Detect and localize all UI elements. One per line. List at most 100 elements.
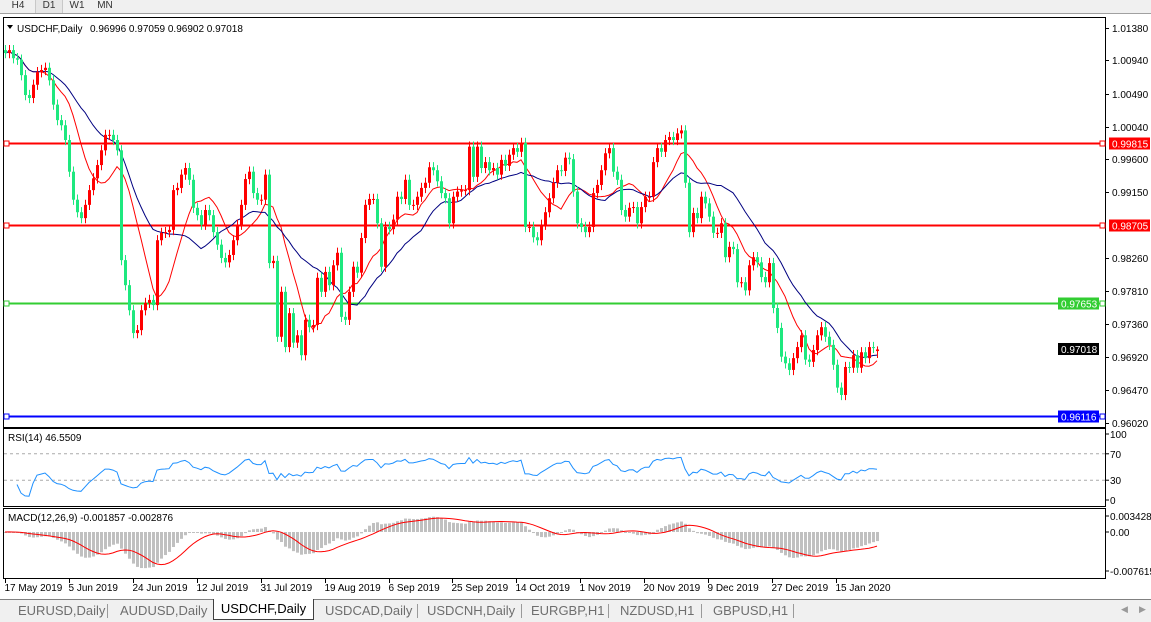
candle xyxy=(316,272,319,331)
candle-body xyxy=(756,257,759,263)
price-axis-label: 1.00040 xyxy=(1112,123,1149,134)
candle xyxy=(616,166,619,185)
candle xyxy=(688,177,691,238)
candle xyxy=(500,154,503,180)
candle xyxy=(492,162,495,176)
tab-eurgbp-h1[interactable]: EURGBP,H1 xyxy=(531,603,605,618)
candle-body xyxy=(768,263,771,283)
candle xyxy=(760,257,763,283)
candle-body xyxy=(488,162,491,171)
candle-body xyxy=(384,226,387,267)
price-chart[interactable]: 100 70 30 0 0.003428 0.00 -0.007615 1.01380 1.… xyxy=(0,0,1151,599)
level-handle[interactable] xyxy=(3,222,10,229)
candle xyxy=(848,361,851,373)
candle-body xyxy=(636,207,639,224)
level-handle[interactable] xyxy=(1099,413,1106,420)
candle xyxy=(724,218,727,263)
timeframe-w1-button[interactable]: W1 xyxy=(69,0,85,11)
candle xyxy=(192,174,195,213)
candle xyxy=(788,358,791,376)
macd-histogram-bar xyxy=(468,521,471,532)
scroll-left-icon[interactable]: ◀ xyxy=(1121,604,1128,614)
candle-body xyxy=(404,179,407,199)
rsi-line xyxy=(16,456,878,497)
tab-eurusd-daily[interactable]: EURUSD,Daily xyxy=(18,603,106,618)
candle xyxy=(248,166,251,185)
candle xyxy=(240,199,243,230)
date-axis-label: 17 May 2019 xyxy=(5,583,63,594)
macd-histogram-bar xyxy=(316,532,319,550)
level-price-label: 0.99815 xyxy=(1112,140,1149,151)
candle xyxy=(48,62,51,86)
tab-usdcad-daily[interactable]: USDCAD,Daily xyxy=(325,603,413,618)
candle xyxy=(412,199,415,211)
macd-histogram-bar xyxy=(592,532,595,537)
tab-gbpusd-h1[interactable]: GBPUSD,H1 xyxy=(713,603,789,618)
rsi-title: RSI(14) 46.5509 xyxy=(8,433,82,444)
candle xyxy=(276,255,279,342)
candle xyxy=(552,177,555,204)
macd-histogram-bar xyxy=(604,530,607,532)
candle xyxy=(572,154,575,197)
macd-histogram-bar xyxy=(608,528,611,532)
candle-body xyxy=(288,313,291,348)
level-handle[interactable] xyxy=(1099,300,1106,307)
candle-body xyxy=(320,277,323,292)
tab-usdcnh-daily[interactable]: USDCNH,Daily xyxy=(427,603,516,618)
candle-body xyxy=(160,232,163,241)
candle xyxy=(876,346,879,358)
macd-histogram-bar xyxy=(304,532,307,555)
level-handle[interactable] xyxy=(3,300,10,307)
candle-body xyxy=(192,179,195,208)
date-axis-label: 31 Jul 2019 xyxy=(261,583,313,594)
candle xyxy=(748,260,751,296)
level-handle[interactable] xyxy=(1099,140,1106,147)
candle xyxy=(740,277,743,288)
macd-histogram-bar xyxy=(348,532,351,540)
level-price-label: 0.98705 xyxy=(1112,222,1149,233)
candle-body xyxy=(576,191,579,224)
macd-histogram-bar xyxy=(4,532,7,533)
price-axis-label: 1.00490 xyxy=(1112,90,1149,101)
macd-histogram-bar xyxy=(852,532,855,549)
collapse-triangle-icon[interactable] xyxy=(7,25,13,29)
candle xyxy=(608,142,611,159)
candle-body xyxy=(532,226,535,238)
date-axis-label: 5 Jun 2019 xyxy=(69,583,119,594)
candle xyxy=(696,207,699,224)
macd-histogram-bar xyxy=(172,532,175,547)
candle xyxy=(624,204,627,222)
macd-histogram-bar xyxy=(396,521,399,532)
macd-histogram-bar xyxy=(848,532,851,550)
level-handle[interactable] xyxy=(1099,222,1106,229)
macd-histogram-bar xyxy=(836,532,839,551)
level-handle[interactable] xyxy=(3,140,10,147)
macd-histogram-bar xyxy=(820,532,823,552)
macd-histogram-bar xyxy=(696,532,699,534)
timeframe-h4-button[interactable]: H4 xyxy=(11,0,25,11)
macd-histogram-bar xyxy=(368,525,371,532)
candle-body xyxy=(524,142,527,227)
candle xyxy=(152,294,155,311)
timeframe-mn-button[interactable]: MN xyxy=(97,0,113,11)
tab-nzdusd-h1[interactable]: NZDUSD,H1 xyxy=(620,603,695,618)
scroll-right-icon[interactable]: ▶ xyxy=(1139,604,1146,614)
candle xyxy=(204,204,207,230)
macd-histogram-bar xyxy=(184,532,187,536)
macd-histogram-bar xyxy=(504,522,507,532)
timeframe-d1-button[interactable]: D1 xyxy=(35,0,63,13)
level-handle[interactable] xyxy=(3,413,10,420)
candle-body xyxy=(20,59,23,76)
candle-body xyxy=(808,359,811,362)
macd-histogram-bar xyxy=(664,526,667,532)
candle-body xyxy=(840,387,843,395)
macd-histogram-bar xyxy=(296,532,299,553)
macd-histogram-bar xyxy=(656,529,659,532)
candle-body xyxy=(168,229,171,233)
tab-audusd-daily[interactable]: AUDUSD,Daily xyxy=(120,603,208,618)
candle xyxy=(180,169,183,194)
macd-histogram-bar xyxy=(388,523,391,532)
tab-usdchf-daily[interactable]: USDCHF,Daily xyxy=(213,599,314,620)
macd-histogram-bar xyxy=(168,532,171,552)
candle xyxy=(712,211,715,239)
